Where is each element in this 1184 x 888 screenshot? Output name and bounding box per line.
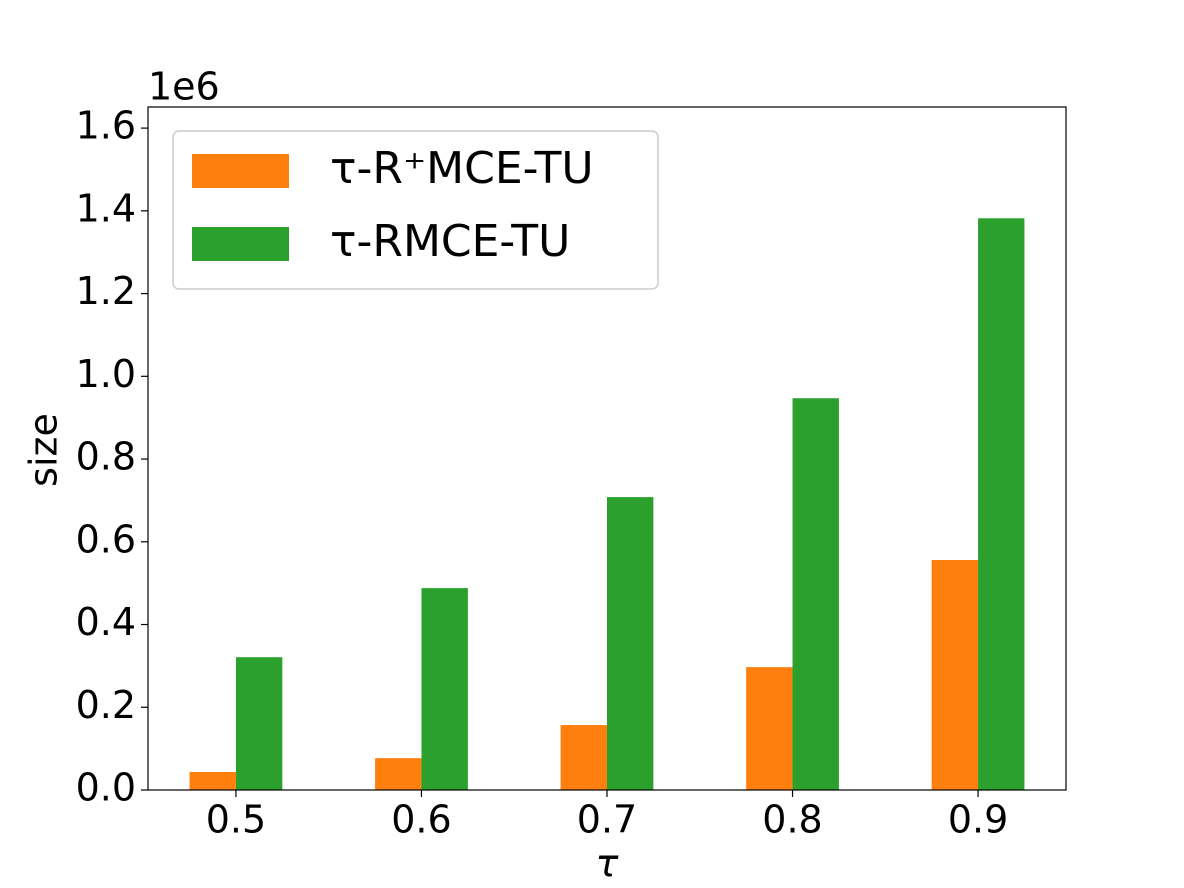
bar: [189, 772, 236, 790]
bar: [560, 725, 607, 790]
y-tick-label: 0.0: [76, 766, 136, 810]
legend: τ-R⁺MCE-TU τ-RMCE-TU: [172, 130, 659, 290]
y-tick-label: 0.8: [76, 435, 136, 479]
bar: [931, 559, 979, 790]
bar: [792, 398, 839, 790]
bar: [375, 758, 422, 790]
bar: [978, 218, 1025, 791]
y-axis-label: size: [22, 413, 66, 487]
legend-label: τ-RMCE-TU: [330, 216, 570, 267]
legend-box: [172, 130, 659, 290]
y-offset-label: 1e6: [148, 65, 220, 109]
legend-swatch: [192, 154, 289, 188]
bar: [746, 667, 793, 790]
legend-label: τ-R⁺MCE-TU: [330, 143, 594, 194]
y-tick-label: 1.0: [76, 352, 136, 396]
bar: [607, 497, 654, 790]
x-tick-label: 0.9: [948, 798, 1008, 842]
x-axis-label: τ: [596, 842, 620, 886]
x-tick-label: 0.5: [206, 798, 266, 842]
bar: [421, 588, 468, 790]
x-tick-label: 0.8: [762, 798, 822, 842]
y-tick-label: 0.6: [76, 517, 136, 561]
y-tick-label: 1.6: [76, 104, 136, 148]
y-tick-label: 0.2: [76, 683, 136, 727]
y-tick-label: 1.4: [76, 186, 136, 230]
x-tick-label: 0.6: [391, 798, 451, 842]
x-tick-label: 0.7: [577, 798, 637, 842]
y-tick-label: 0.4: [76, 600, 136, 644]
y-tick-label: 1.2: [76, 269, 136, 313]
plot-frame: [147, 106, 1067, 791]
bar: [235, 657, 283, 790]
legend-swatch: [192, 227, 289, 261]
